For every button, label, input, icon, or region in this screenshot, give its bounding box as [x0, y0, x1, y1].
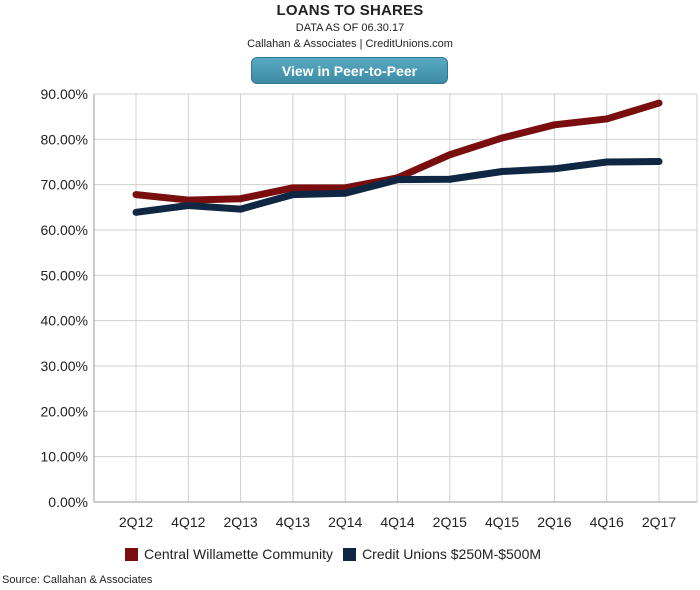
y-tick-label: 60.00%: [41, 222, 88, 238]
data-point[interactable]: [655, 99, 663, 107]
data-as-of-label: DATA AS OF 06.30.17: [295, 22, 405, 34]
x-tick-label: 4Q16: [590, 514, 624, 530]
data-point[interactable]: [550, 165, 558, 173]
data-point[interactable]: [550, 121, 558, 129]
legend: Central Willamette Community Credit Unio…: [125, 546, 551, 562]
x-tick-label: 4Q12: [171, 514, 205, 530]
data-point[interactable]: [341, 189, 349, 197]
data-point[interactable]: [446, 151, 454, 159]
x-axis-tick-labels: 2Q12 4Q12 2Q13 4Q13 2Q14 4Q14 2Q15 4Q15 2Q16 4Q16…: [119, 514, 676, 530]
legend-item-credit-unions[interactable]: Credit Unions $250M-$500M: [343, 546, 541, 562]
footer-source: Source: Callahan & Associates: [2, 574, 153, 586]
x-tick-label: 4Q15: [485, 514, 519, 530]
y-tick-label: 50.00%: [41, 267, 88, 283]
data-point[interactable]: [603, 158, 611, 166]
axes: [93, 94, 698, 503]
data-point[interactable]: [603, 115, 611, 123]
data-point[interactable]: [498, 168, 506, 176]
data-point[interactable]: [289, 184, 297, 192]
y-tick-label: 20.00%: [41, 403, 88, 419]
data-point[interactable]: [498, 134, 506, 142]
x-tick-label: 4Q13: [276, 514, 310, 530]
y-tick-label: 10.00%: [41, 449, 88, 465]
x-tick-label: 2Q15: [433, 514, 467, 530]
x-tick-label: 4Q14: [380, 514, 414, 530]
y-tick-label: 40.00%: [41, 313, 88, 329]
grid: [94, 93, 697, 503]
y-tick-label: 30.00%: [41, 358, 88, 374]
data-point[interactable]: [184, 196, 192, 204]
x-tick-label: 2Q13: [223, 514, 257, 530]
y-tick-label: 90.00%: [41, 86, 88, 102]
legend-label: Credit Unions $250M-$500M: [362, 546, 542, 562]
y-tick-label: 80.00%: [41, 131, 88, 147]
data-point[interactable]: [132, 208, 140, 216]
y-tick-label: 70.00%: [41, 177, 88, 193]
y-axis-tick-labels: 0.00% 10.00% 20.00% 30.00% 40.00% 50.00% 60.00…: [41, 86, 88, 510]
legend-swatch-icon: [125, 547, 138, 561]
legend-swatch-icon: [343, 547, 357, 561]
data-point[interactable]: [237, 205, 245, 213]
x-tick-label: 2Q14: [328, 514, 362, 530]
legend-item-central-willamette[interactable]: Central Willamette Community: [125, 546, 333, 562]
credit-line: Callahan & Associates | CreditUnions.com: [247, 38, 453, 50]
data-point[interactable]: [394, 176, 401, 184]
data-point[interactable]: [132, 191, 140, 199]
data-point[interactable]: [237, 195, 245, 203]
x-tick-label: 2Q12: [119, 514, 153, 530]
y-tick-label: 0.00%: [48, 494, 88, 510]
series-lines: [132, 99, 663, 216]
legend-label: Central Willamette Community: [144, 546, 334, 562]
x-tick-label: 2Q17: [642, 514, 676, 530]
chart-title: LOANS TO SHARES: [276, 2, 424, 19]
view-in-peer-to-peer-button[interactable]: View in Peer-to-Peer: [251, 57, 448, 84]
data-point[interactable]: [655, 158, 663, 166]
data-point[interactable]: [289, 191, 297, 199]
data-point[interactable]: [446, 175, 454, 183]
data-point[interactable]: [184, 202, 192, 210]
x-tick-label: 2Q16: [537, 514, 571, 530]
